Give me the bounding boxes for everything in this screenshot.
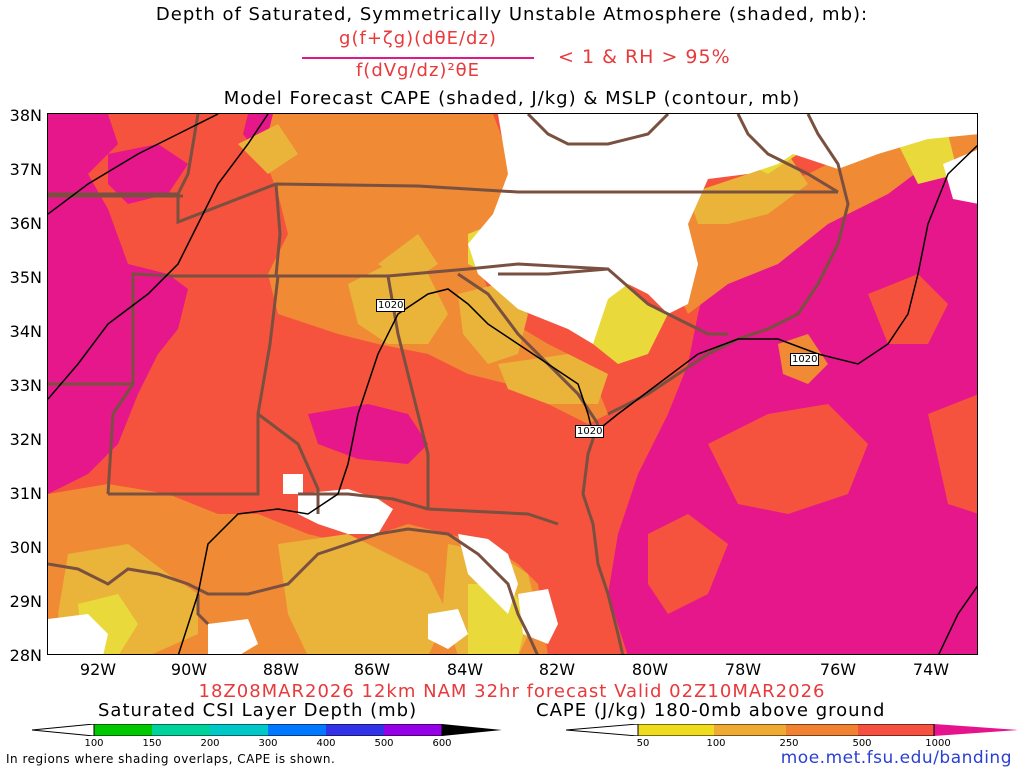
chart-title: Depth of Saturated, Symmetrically Unstab…: [155, 4, 869, 25]
lon-label: 84W: [446, 660, 484, 679]
lat-label: 29N: [9, 592, 42, 611]
mslp-contours: [48, 114, 977, 654]
lat-label: 33N: [9, 376, 42, 395]
lat-label: 30N: [9, 538, 42, 557]
cape-legend-title: CAPE (J/kg) 180-0mb above ground: [536, 700, 886, 721]
lat-label: 36N: [9, 214, 42, 233]
valid-time-line: 18Z08MAR2026 12km NAM 32hr forecast Vali…: [198, 681, 826, 702]
cape-tick: 250: [779, 738, 799, 749]
lat-label: 32N: [9, 430, 42, 449]
lat-label: 28N: [9, 646, 42, 665]
csi-tick: 500: [374, 738, 394, 749]
isobar-label: 1020: [790, 353, 820, 366]
lon-label: 82W: [538, 660, 576, 679]
lon-label: 78W: [724, 660, 762, 679]
no-cape-region: [48, 114, 977, 654]
forecast-map: 1020 1020 1020: [47, 113, 978, 655]
lon-label: 74W: [912, 660, 950, 679]
map-field: [48, 114, 977, 654]
formula-fraction-bar: [302, 57, 534, 59]
formula-condition: < 1 & RH > 95%: [558, 46, 731, 68]
lon-label: 92W: [79, 660, 117, 679]
cape-tick: 1000: [925, 738, 951, 749]
cape-tick: 50: [636, 738, 650, 749]
cape-tick: 100: [706, 738, 726, 749]
cape-tick: 500: [852, 738, 872, 749]
lat-label: 34N: [9, 322, 42, 341]
lon-label: 90W: [170, 660, 208, 679]
csi-tick: 300: [258, 738, 278, 749]
lon-label: 80W: [631, 660, 669, 679]
formula-numerator: g(f+ζg)(dθE/dz): [339, 28, 497, 49]
csi-tick: 400: [316, 738, 336, 749]
csi-colorbar: [32, 724, 502, 736]
chart-subtitle: Model Forecast CAPE (shaded, J/kg) & MSL…: [223, 88, 801, 109]
csi-tick: 150: [142, 738, 162, 749]
cape-100-shading: [58, 124, 808, 654]
lon-label: 88W: [262, 660, 300, 679]
lon-label: 86W: [353, 660, 391, 679]
isobar-label: 1020: [376, 299, 406, 312]
lat-label: 35N: [9, 268, 42, 287]
cape-colorbar: [566, 724, 1018, 736]
isobar-label: 1020: [575, 425, 605, 438]
csi-tick: 100: [84, 738, 104, 749]
csi-legend-title: Saturated CSI Layer Depth (mb): [98, 700, 418, 721]
lat-label: 38N: [9, 106, 42, 125]
formula-denominator: f(dVg/dz)²θE: [355, 60, 481, 81]
csi-tick: 200: [200, 738, 220, 749]
overlap-note: In regions where shading overlaps, CAPE …: [6, 752, 336, 766]
source-url-link[interactable]: moe.met.fsu.edu/banding: [780, 748, 1012, 768]
lon-label: 76W: [819, 660, 857, 679]
lat-label: 37N: [9, 160, 42, 179]
cape-500-ocean-shading: [648, 274, 977, 614]
csi-tick: 600: [432, 738, 452, 749]
state-borders: [48, 114, 850, 654]
lat-label: 31N: [9, 484, 42, 503]
